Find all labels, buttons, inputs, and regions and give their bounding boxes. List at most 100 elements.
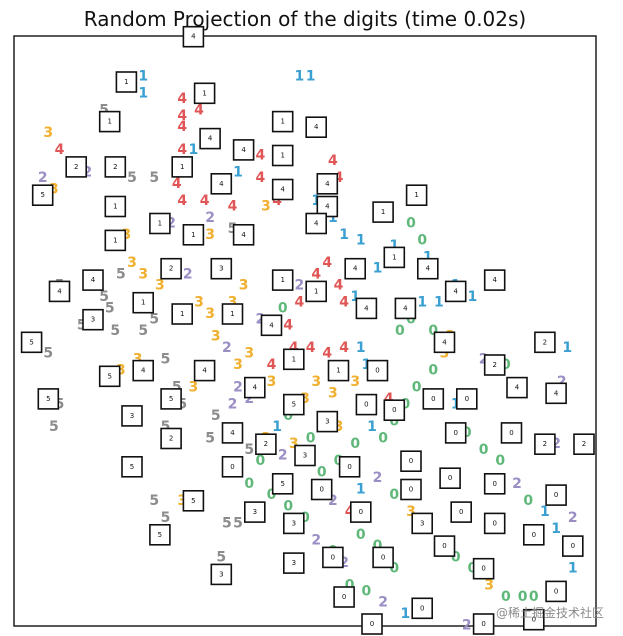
- chart-title: Random Projection of the digits (time 0.…: [84, 7, 526, 31]
- thumbnail-frame: [210, 173, 233, 195]
- data-point-digit-5: 5: [172, 380, 182, 396]
- thumbnail-frame: [115, 71, 138, 93]
- thumbnail-frame: [545, 580, 567, 603]
- data-point-digit-4: 4: [177, 108, 187, 124]
- data-point-digit-5: 5: [149, 170, 159, 186]
- data-point-digit-0: 0: [378, 431, 388, 447]
- digit-thumbnail: 0: [472, 613, 495, 635]
- data-point-digit-0: 0: [412, 380, 422, 396]
- thumbnail-digit: 3: [420, 519, 424, 527]
- data-point-digit-2: 2: [278, 448, 288, 464]
- digit-thumbnail: 4: [260, 314, 283, 337]
- data-point-digit-2: 2: [373, 470, 383, 486]
- data-point-digit-2: 2: [462, 617, 472, 633]
- thumbnail-digit: 0: [342, 593, 346, 601]
- data-point-digit-0: 0: [451, 549, 461, 565]
- thumbnail-digit: 0: [409, 457, 413, 465]
- thumbnail-digit: 5: [292, 401, 296, 409]
- digit-thumbnail: 1: [271, 269, 294, 291]
- thumbnail-digit: 1: [280, 118, 284, 126]
- digit-thumbnail: 5: [271, 472, 294, 495]
- thumbnail-frame: [305, 280, 328, 303]
- data-point-digit-0: 0: [406, 216, 416, 232]
- thumbnail-digit: 0: [532, 531, 536, 539]
- data-point-digit-0: 0: [523, 493, 533, 509]
- thumbnail-frame: [48, 280, 71, 303]
- thumbnail-frame: [305, 212, 328, 235]
- digit-thumbnail: 5: [31, 184, 54, 206]
- thumbnail-digit: 4: [202, 367, 207, 375]
- digit-thumbnail: 1: [104, 195, 127, 218]
- data-point-digit-2: 2: [311, 532, 321, 548]
- thumbnail-digit: 3: [303, 452, 307, 460]
- digit-thumbnail: 1: [405, 184, 428, 206]
- thumbnail-frame: [411, 597, 434, 620]
- data-point-digit-5: 5: [228, 221, 238, 237]
- data-point-digit-1: 1: [189, 142, 199, 158]
- watermark-text: @稀土掘金技术社区: [496, 605, 604, 620]
- digit-thumbnail: 4: [132, 359, 154, 382]
- thumbnail-frame: [221, 455, 244, 478]
- thumbnail-frame: [104, 195, 127, 218]
- digit-thumbnail: 0: [472, 557, 495, 580]
- thumbnail-frame: [20, 331, 43, 354]
- thumbnail-digit: 0: [409, 486, 413, 494]
- data-point-digit-4: 4: [256, 148, 266, 164]
- digit-thumbnail: 1: [171, 156, 193, 178]
- thumbnail-digit: 4: [426, 265, 431, 273]
- thumbnail-digit: 1: [392, 253, 396, 261]
- thumbnail-frame: [383, 246, 406, 269]
- digit-thumbnail: 0: [221, 455, 244, 478]
- data-point-digit-1: 1: [568, 561, 578, 577]
- data-point-digit-0: 0: [417, 232, 427, 248]
- plot-frame: [13, 35, 597, 627]
- data-point-digit-2: 2: [244, 391, 254, 407]
- thumbnail-frame: [522, 608, 545, 631]
- thumbnail-digit: 1: [113, 203, 117, 211]
- digit-thumbnail: 4: [483, 269, 506, 291]
- thumbnail-digit: 0: [571, 542, 575, 550]
- thumbnail-digit: 1: [107, 118, 111, 126]
- data-point-digit-4: 4: [177, 91, 187, 107]
- digit-thumbnail: 1: [193, 82, 216, 105]
- data-point-digit-0: 0: [401, 397, 411, 413]
- thumbnail-frame: [199, 127, 221, 150]
- digit-thumbnail: 4: [193, 359, 216, 382]
- digit-thumbnail: 4: [416, 257, 439, 280]
- thumbnail-frame: [500, 422, 523, 444]
- thumbnail-frame: [221, 303, 244, 325]
- data-point-digit-3: 3: [205, 306, 215, 322]
- data-point-digit-0: 0: [428, 363, 438, 379]
- thumbnail-frame: [271, 178, 294, 201]
- data-point-digit-2: 2: [166, 216, 176, 232]
- data-point-digit-4: 4: [55, 142, 65, 158]
- data-point-digit-3: 3: [177, 493, 187, 509]
- data-point-digit-3: 3: [49, 182, 59, 198]
- digit-thumbnail: 5: [160, 388, 182, 410]
- thumbnail-digit: 1: [336, 367, 340, 375]
- thumbnail-frame: [232, 224, 255, 246]
- thumbnail-digit: 1: [280, 276, 284, 284]
- data-point-digit-2: 2: [557, 374, 567, 390]
- thumbnail-digit: 3: [91, 316, 95, 324]
- data-point-digit-0: 0: [389, 561, 399, 577]
- thumbnail-frame: [104, 229, 127, 252]
- thumbnail-digit: 0: [431, 395, 435, 403]
- data-point-digit-5: 5: [127, 170, 137, 186]
- data-point-digit-5: 5: [138, 323, 148, 339]
- digit-thumbnail: 0: [450, 501, 473, 523]
- thumbnail-frame: [366, 359, 389, 382]
- data-point-digit-2: 2: [339, 555, 349, 571]
- data-point-digit-4: 4: [322, 346, 332, 362]
- data-point-digit-1: 1: [389, 238, 399, 254]
- digit-thumbnail: 3: [210, 257, 233, 280]
- digit-thumbnail: 0: [522, 523, 545, 546]
- thumbnail-frame: [400, 450, 422, 473]
- data-point-digit-4: 4: [172, 176, 182, 192]
- data-point-digit-0: 0: [389, 414, 399, 430]
- digit-thumbnail: 0: [361, 613, 383, 635]
- data-point-digit-3: 3: [228, 295, 238, 311]
- thumbnail-frame: [338, 455, 361, 478]
